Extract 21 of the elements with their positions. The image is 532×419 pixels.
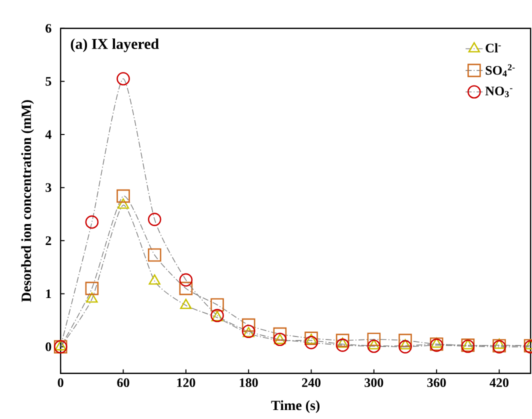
x-tick-label: 300 (364, 378, 384, 388)
y-tick-label: 2 (46, 236, 52, 245)
legend-label: Cl$^{-}$ (486, 43, 501, 52)
x-tick-label: 60 (117, 378, 130, 388)
y-tick-label: 4 (45, 130, 52, 139)
legend-label: SO$_{4}$2- (486, 64, 515, 77)
x-tick-label: 120 (177, 378, 196, 388)
y-tick-label: 1 (46, 289, 51, 298)
y-tick-label: 3 (46, 183, 52, 192)
x-tick-label: 420 (490, 378, 508, 388)
y-axis-title: Desorbed ion concentration (mM) (21, 100, 34, 302)
x-tick-label: 180 (240, 378, 258, 388)
x-axis-title: Time (s) (271, 400, 320, 414)
x-tick-label: 240 (302, 378, 320, 388)
y-tick-label: 6 (46, 24, 52, 33)
y-tick-label: 0 (46, 342, 52, 352)
legend-label: NO$_{3}$- (485, 86, 512, 98)
y-tick-label: 5 (46, 77, 52, 86)
x-tick-label: 0 (58, 378, 64, 388)
x-tick-label: 360 (427, 378, 446, 388)
text: (a) IX layered (70, 38, 159, 52)
